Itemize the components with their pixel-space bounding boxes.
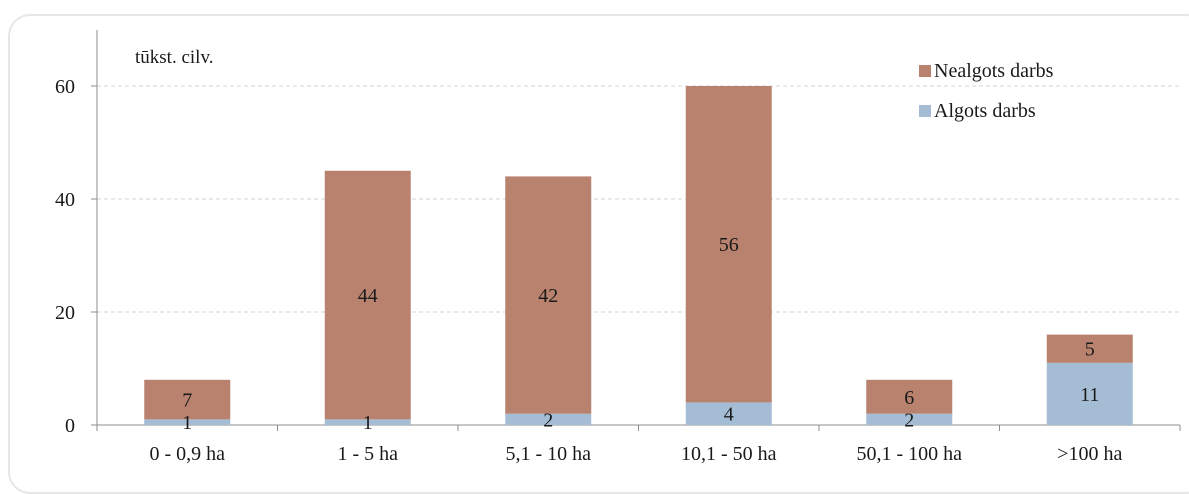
bar-segment (1046, 362, 1133, 425)
data-label: 5 (1085, 339, 1095, 361)
data-label: 7 (182, 390, 192, 412)
legend-label: Nealgots darbs (934, 60, 1054, 82)
legend-label: Algots darbs (934, 100, 1036, 122)
bar-segment (505, 413, 592, 425)
x-tick-label: >100 ha (1057, 443, 1122, 465)
bar-segment (866, 413, 953, 425)
data-label: 11 (1080, 384, 1099, 406)
legend-swatch (919, 65, 931, 77)
y-tick-label: 60 (55, 76, 75, 98)
bars (144, 86, 1133, 425)
x-tick-label: 10,1 - 50 ha (681, 443, 777, 465)
legend-swatch (919, 105, 931, 117)
data-label: 4 (724, 404, 734, 426)
bar-segment (144, 379, 231, 420)
x-tick-label: 0 - 0,9 ha (149, 443, 225, 465)
data-label: 1 (182, 412, 192, 434)
y-tick-label: 20 (55, 302, 75, 324)
unit-label: tūkst. cilv. (135, 47, 213, 68)
bar-segment (324, 170, 411, 420)
bar-segment (324, 419, 411, 425)
legend: Nealgots darbs Algots darbs (919, 60, 1054, 122)
gridlines (97, 85, 1180, 313)
y-tick-label: 0 (65, 415, 75, 437)
data-label: 56 (719, 234, 739, 256)
x-tick-label: 1 - 5 ha (337, 443, 398, 465)
axes (96, 30, 1180, 426)
bar-segment (685, 402, 772, 425)
bar-segment (144, 419, 231, 425)
data-label: 2 (904, 409, 914, 431)
data-label: 2 (543, 409, 553, 431)
tick-labels: 0 20 40 60 0 - 0,9 ha 1 - 5 ha 5,1 - 10 ha 10,1… (55, 76, 1181, 465)
bar-segment (1046, 334, 1133, 363)
x-tick-label: 50,1 - 100 ha (856, 443, 962, 465)
data-label: 1 (363, 412, 373, 434)
data-label: 42 (538, 285, 558, 307)
bar-segment (505, 176, 592, 414)
bar-segment (866, 379, 953, 414)
x-tick-label: 5,1 - 10 ha (505, 443, 591, 465)
data-label: 6 (904, 387, 914, 409)
data-label: 44 (358, 285, 378, 307)
bar-segment (685, 86, 772, 403)
y-tick-label: 40 (55, 189, 75, 211)
